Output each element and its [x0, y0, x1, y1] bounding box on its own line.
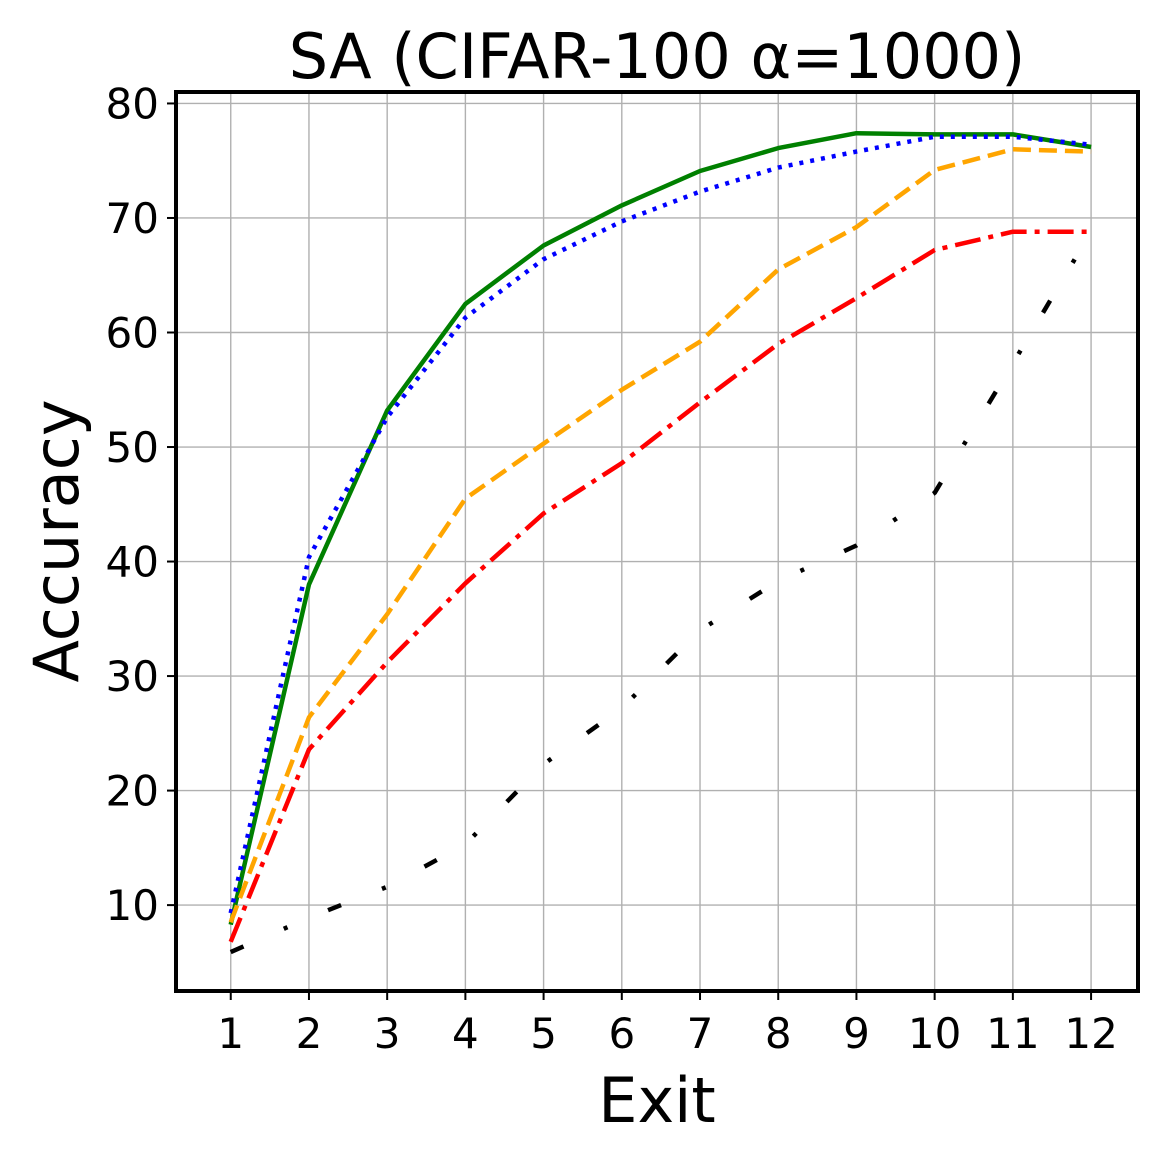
y-tick-label: 30 — [106, 652, 159, 701]
series-line-4 — [228, 229, 1092, 943]
y-tick-label: 60 — [106, 308, 159, 357]
plot-frame — [174, 90, 1140, 993]
series-line-3 — [228, 147, 1092, 924]
y-tick-label: 20 — [106, 767, 159, 816]
y-tick-label: 40 — [106, 538, 159, 587]
chart-title: SA (CIFAR-100 α=1000) — [289, 20, 1026, 93]
x-tick-label: 3 — [374, 1009, 401, 1058]
x-tick-label: 12 — [1064, 1009, 1117, 1058]
x-tick-label: 1 — [217, 1009, 244, 1058]
x-axis: 1 2 3 4 5 6 7 8 9 10 11 12 — [217, 991, 1118, 1058]
x-tick-label: 9 — [843, 1009, 870, 1058]
x-tick-label: 2 — [296, 1009, 323, 1058]
x-tick-label: 5 — [530, 1009, 557, 1058]
grid — [176, 92, 1138, 991]
series-line-2 — [228, 134, 1092, 914]
series-group — [228, 130, 1094, 955]
x-tick-label: 10 — [908, 1009, 961, 1058]
x-tick-label: 6 — [608, 1009, 635, 1058]
y-tick-label: 10 — [106, 881, 159, 930]
x-tick-label: 7 — [687, 1009, 714, 1058]
y-tick-label: 50 — [106, 423, 159, 472]
x-tick-label: 11 — [986, 1009, 1039, 1058]
y-tick-label: 80 — [106, 79, 159, 128]
y-axis-title: Accuracy — [20, 399, 93, 682]
x-tick-label: 8 — [765, 1009, 792, 1058]
series-line-5 — [229, 230, 1094, 955]
y-axis: 10 20 30 40 50 60 70 80 — [106, 79, 176, 930]
x-tick-label: 4 — [452, 1009, 479, 1058]
series-line-1 — [228, 130, 1092, 926]
x-axis-title: Exit — [598, 1064, 715, 1137]
y-tick-label: 70 — [106, 194, 159, 243]
